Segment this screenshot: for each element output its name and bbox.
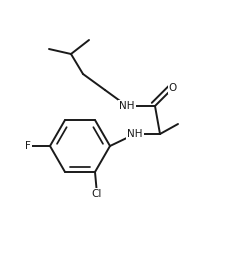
Text: O: O [168,83,176,93]
Text: F: F [25,141,31,151]
Text: NH: NH [127,129,142,139]
Text: NH: NH [119,101,134,111]
Text: Cl: Cl [91,189,102,199]
